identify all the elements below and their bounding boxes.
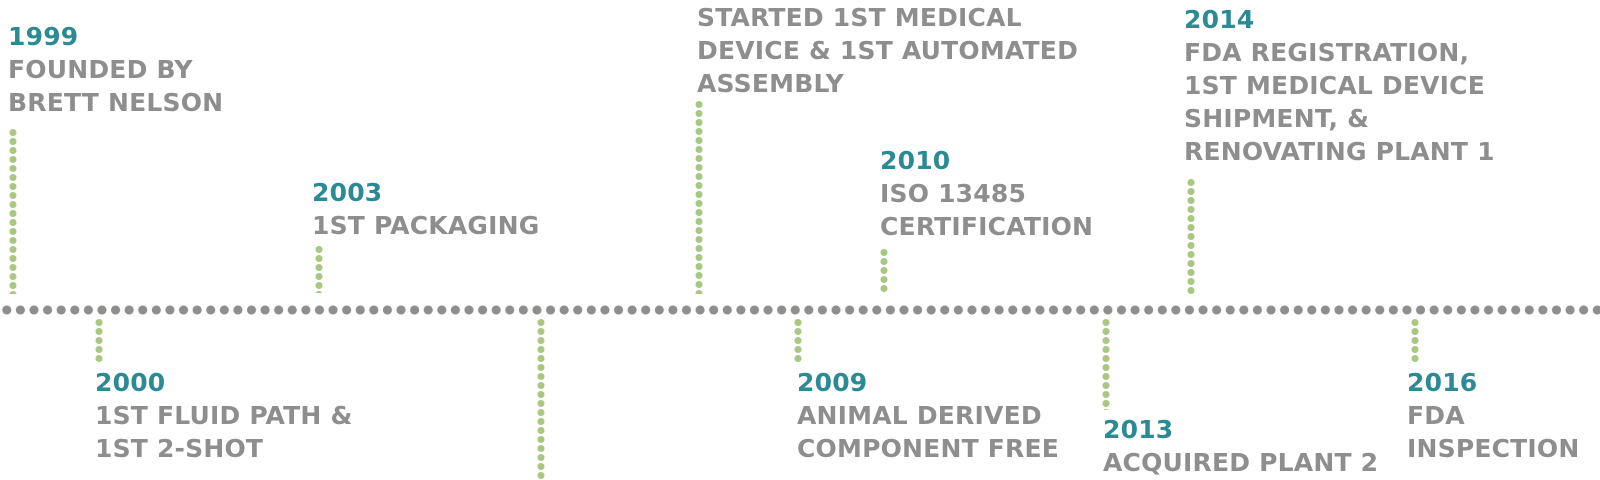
milestone-description: FDA REGISTRATION, 1ST MEDICAL DEVICE SHI…	[1184, 38, 1495, 166]
connector-2006-bottom	[536, 318, 546, 480]
milestone-description: 1ST PACKAGING	[312, 211, 540, 240]
milestone-description: ACQUIRED PLANT 2	[1103, 448, 1379, 477]
milestone-description: STARTED 1ST MEDICAL DEVICE & 1ST AUTOMAT…	[697, 3, 1079, 98]
milestone-year: 2013	[1103, 415, 1174, 444]
milestone-year: 2003	[312, 178, 383, 207]
milestone-2013: 2013 ACQUIRED PLANT 2	[1103, 413, 1378, 479]
milestone-description: FOUNDED BY BRETT NELSON	[8, 55, 224, 117]
milestone-medical-device: STARTED 1ST MEDICAL DEVICE & 1ST AUTOMAT…	[697, 1, 1078, 100]
milestone-2010: 2010 ISO 13485 CERTIFICATION	[880, 144, 1093, 243]
milestone-description: 1ST FLUID PATH & 1ST 2-SHOT	[95, 401, 353, 463]
milestone-year: 2009	[797, 368, 868, 397]
connector-2003	[314, 245, 324, 293]
milestone-2009: 2009 ANIMAL DERIVED COMPONENT FREE	[797, 366, 1059, 465]
milestone-year: 1999	[8, 22, 79, 51]
connector-2000	[94, 318, 104, 362]
milestone-description: ISO 13485 CERTIFICATION	[880, 179, 1094, 241]
connector-2009	[793, 318, 803, 362]
connector-2010	[879, 248, 889, 294]
milestone-year: 2010	[880, 146, 951, 175]
timeline-axis	[0, 304, 1600, 316]
milestone-2000: 2000 1ST FLUID PATH & 1ST 2-SHOT	[95, 366, 352, 465]
milestone-year: 2016	[1407, 368, 1478, 397]
milestone-2016: 2016 FDA INSPECTION	[1407, 366, 1580, 465]
milestone-description: ANIMAL DERIVED COMPONENT FREE	[797, 401, 1060, 463]
connector-2014	[1186, 178, 1196, 294]
milestone-year: 2000	[95, 368, 166, 397]
connector-2013	[1101, 318, 1111, 410]
connector-2016	[1410, 318, 1420, 362]
connector-1999	[8, 128, 18, 294]
milestone-2014: 2014 FDA REGISTRATION, 1ST MEDICAL DEVIC…	[1184, 3, 1495, 168]
milestone-2003: 2003 1ST PACKAGING	[312, 176, 539, 242]
milestone-description: FDA INSPECTION	[1407, 401, 1580, 463]
milestone-1999: 1999 FOUNDED BY BRETT NELSON	[8, 20, 223, 119]
milestone-year: 2014	[1184, 5, 1255, 34]
connector-2006-top	[694, 100, 704, 294]
